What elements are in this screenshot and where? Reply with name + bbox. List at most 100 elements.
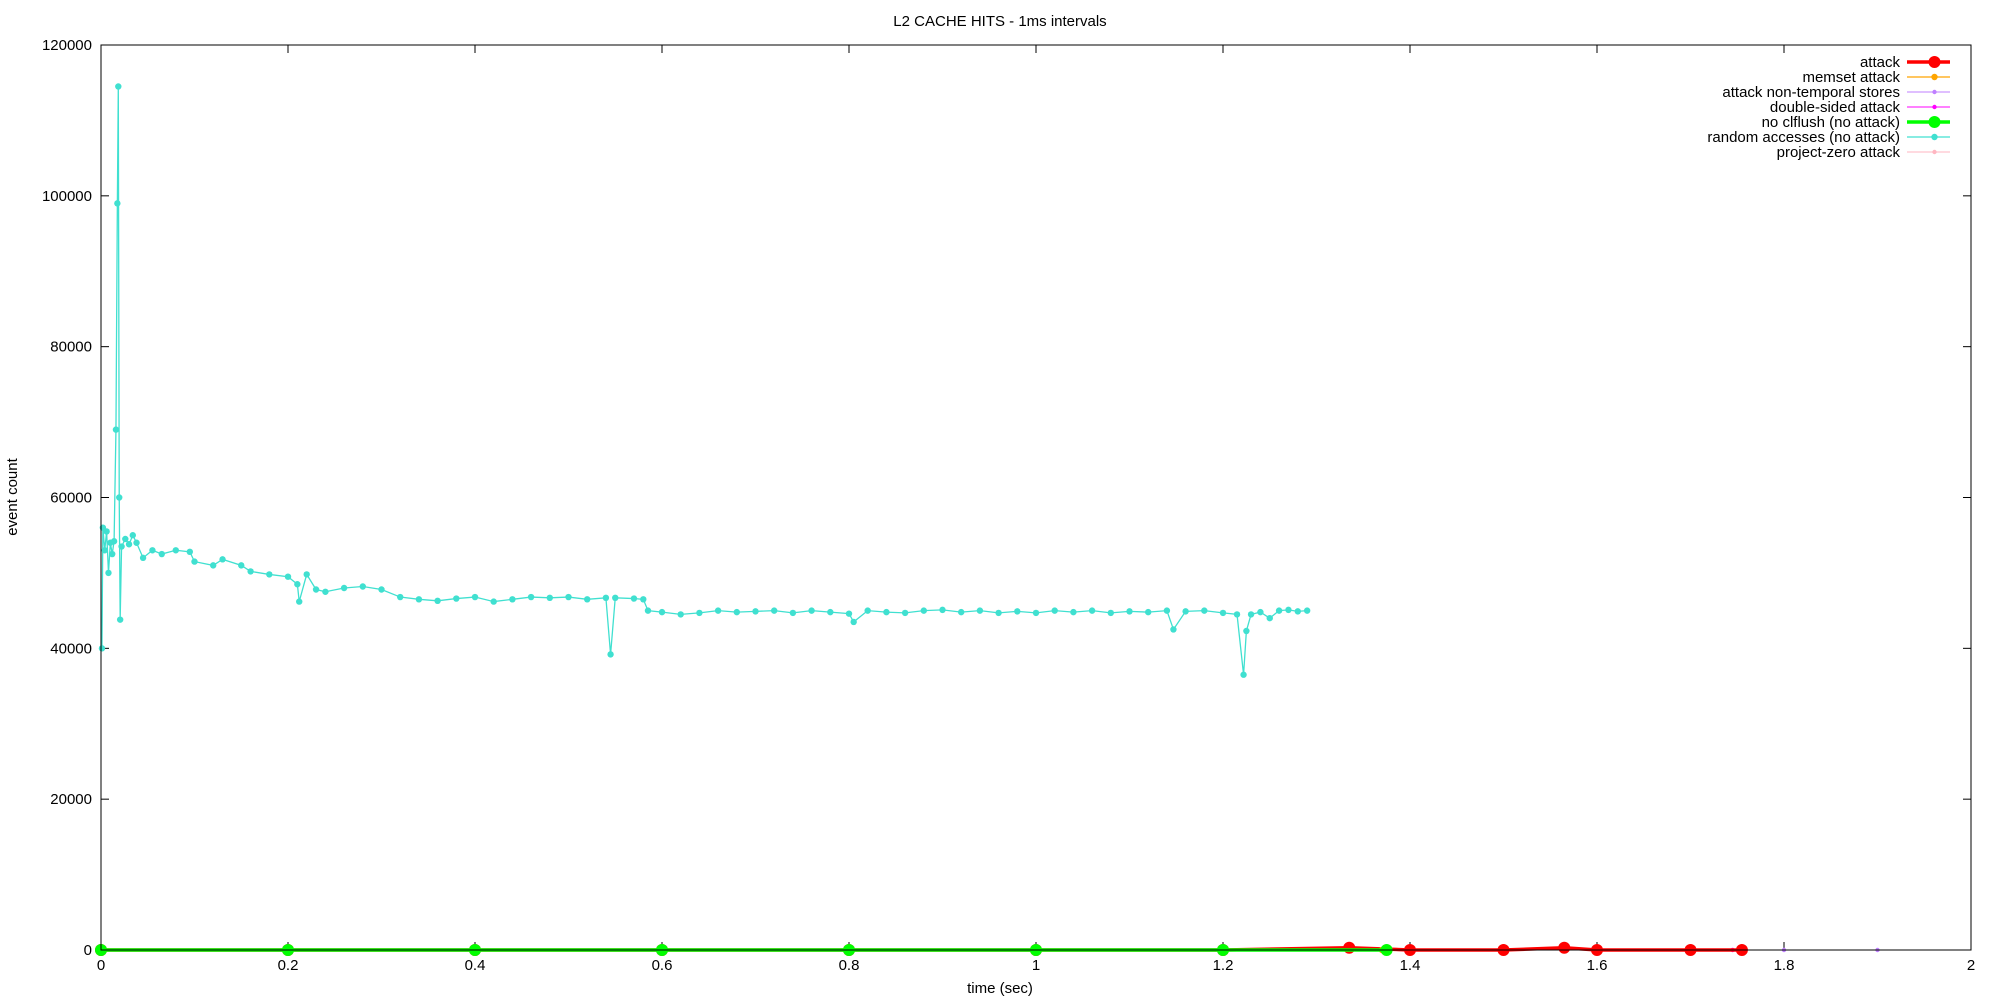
axis-ticks: 0 0.2 0.4 0.6 0.8 1 1.2 1.4 1.6 1.8 2 0 20000 40000 60… <box>42 37 1975 974</box>
x-tick-label: 0.8 <box>839 957 860 974</box>
data-point <box>125 541 133 548</box>
data-point <box>118 543 125 550</box>
data-point <box>939 606 946 614</box>
y-tick-label: 0 <box>84 942 92 959</box>
x-tick-label: 0 <box>97 957 105 974</box>
data-point <box>958 608 965 616</box>
data-point <box>789 609 797 617</box>
data-point <box>112 426 120 433</box>
data-point <box>294 581 301 588</box>
data-point <box>752 608 759 615</box>
data-point <box>602 594 610 601</box>
data-point <box>883 608 890 616</box>
data-point <box>584 596 591 603</box>
x-tick-label: 1.6 <box>1587 957 1608 974</box>
x-tick-label: 2 <box>1967 957 1975 974</box>
x-tick-label: 1.2 <box>1213 957 1234 974</box>
data-point <box>129 532 136 539</box>
legend-label: project-zero attack <box>1777 144 1901 161</box>
data-point <box>1240 671 1247 678</box>
data-point <box>845 610 853 617</box>
data-point <box>696 609 703 617</box>
data-point <box>1014 608 1021 615</box>
data-point <box>453 595 460 602</box>
data-point <box>1163 607 1171 614</box>
data-point <box>210 562 217 569</box>
data-point <box>186 548 194 555</box>
data-point <box>1285 606 1292 614</box>
data-point <box>158 550 165 558</box>
data-point <box>901 609 909 617</box>
data-point <box>808 607 815 614</box>
data-point <box>1233 611 1241 618</box>
data-point <box>1107 609 1115 617</box>
data-point <box>105 569 112 577</box>
plot-frame <box>100 44 1972 951</box>
data-point <box>1070 608 1077 616</box>
legend-label: memset attack <box>1802 69 1900 86</box>
y-tick-label: 40000 <box>50 640 92 657</box>
data-point <box>116 494 123 501</box>
x-tick-label: 0.4 <box>465 957 486 974</box>
data-point <box>1294 608 1302 615</box>
y-tick-label: 80000 <box>50 339 92 356</box>
data-point <box>122 535 129 543</box>
data-point <box>976 607 984 614</box>
y-tick-label: 100000 <box>42 188 92 205</box>
data-point <box>1303 607 1311 614</box>
data-point <box>1170 626 1177 633</box>
legend-marker <box>1928 116 1941 128</box>
data-point <box>546 594 553 601</box>
data-point <box>1257 608 1264 616</box>
data-point <box>640 596 647 603</box>
x-tick-label: 0.2 <box>278 957 299 974</box>
data-point <box>340 584 348 592</box>
data-point <box>172 547 179 554</box>
data-point <box>103 528 110 535</box>
data-point <box>1247 611 1255 618</box>
legend-label: no clflush (no attack) <box>1762 114 1900 131</box>
data-point <box>1266 614 1273 622</box>
data-point <box>1051 607 1058 614</box>
data-point <box>109 550 116 558</box>
legend-marker <box>1932 104 1937 110</box>
data-point <box>378 586 385 593</box>
data-point <box>110 538 118 545</box>
data-point <box>771 607 778 614</box>
data-point <box>219 556 226 563</box>
data-point <box>644 607 652 614</box>
data-point <box>1145 608 1152 616</box>
data-point <box>114 200 121 207</box>
legend-marker <box>1931 133 1938 141</box>
y-tick-label: 20000 <box>50 791 92 808</box>
x-tick-label: 1.8 <box>1774 957 1795 974</box>
data-point <box>565 593 572 601</box>
data-point <box>397 593 404 601</box>
legend-marker <box>1932 89 1937 95</box>
data-point <box>471 593 479 601</box>
data-point <box>296 598 303 605</box>
data-point <box>139 554 147 562</box>
y-axis-label: event count <box>4 457 21 535</box>
data-point <box>1182 608 1189 615</box>
data-point <box>116 616 124 623</box>
data-point <box>415 596 423 603</box>
data-point <box>658 608 666 616</box>
data-point <box>1243 627 1250 635</box>
y-tick-label: 120000 <box>42 37 92 54</box>
data-point <box>322 588 329 595</box>
x-tick-label: 1 <box>1032 957 1040 974</box>
data-point <box>630 595 638 602</box>
data-point <box>509 596 516 603</box>
data-point <box>607 651 614 658</box>
data-point <box>312 586 320 593</box>
data-point <box>490 598 497 605</box>
x-tick-label: 0.6 <box>652 957 673 974</box>
legend-marker <box>1932 149 1937 155</box>
data-point <box>133 539 140 546</box>
legend-label: double-sided attack <box>1770 99 1901 116</box>
data-point <box>115 83 122 90</box>
